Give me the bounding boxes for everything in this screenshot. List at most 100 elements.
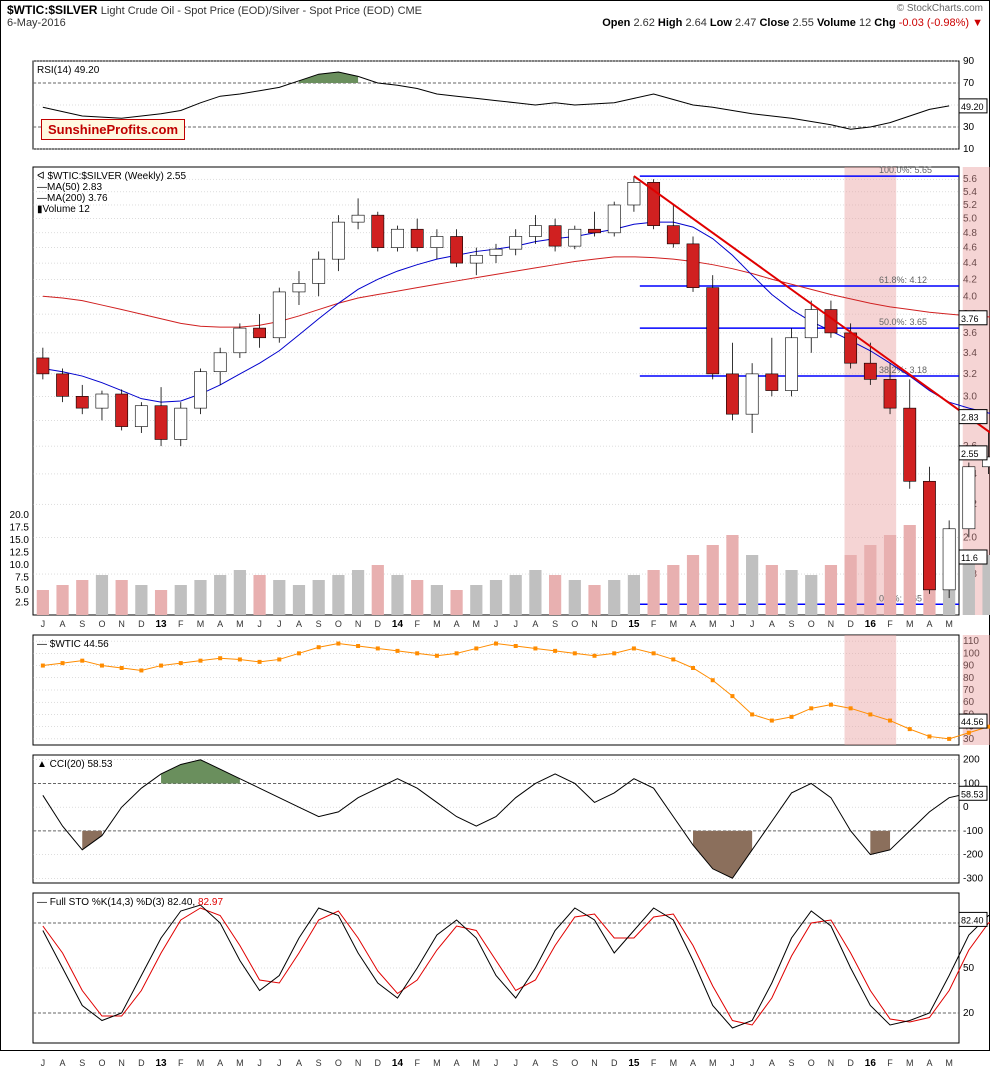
svg-text:—MA(50) 2.83: —MA(50) 2.83 [37,182,102,193]
chart-svg: 1030507090RSI(14) 49.2049.201.82.02.22.4… [1,29,990,1080]
svg-text:J: J [750,619,755,629]
svg-text:12.5: 12.5 [10,548,30,559]
svg-text:7.5: 7.5 [15,573,29,584]
svg-text:F: F [651,619,657,629]
svg-text:A: A [296,1058,302,1068]
svg-text:10.0: 10.0 [10,560,30,571]
svg-text:D: D [138,1058,145,1068]
svg-text:J: J [730,619,735,629]
svg-text:J: J [277,1058,282,1068]
svg-text:100.0%: 5.65: 100.0%: 5.65 [879,165,932,175]
svg-text:-200: -200 [963,850,983,861]
svg-text:F: F [414,1058,420,1068]
svg-text:▮Volume 12: ▮Volume 12 [37,204,90,215]
svg-text:M: M [433,619,441,629]
svg-text:14: 14 [392,619,404,630]
svg-text:J: J [41,619,46,629]
svg-text:A: A [60,619,66,629]
svg-text:D: D [847,619,854,629]
svg-text:RSI(14) 49.20: RSI(14) 49.20 [37,65,100,76]
svg-text:J: J [730,1058,735,1068]
svg-text:50.0%: 3.65: 50.0%: 3.65 [879,317,927,327]
svg-text:30: 30 [963,122,975,133]
svg-text:F: F [414,619,420,629]
svg-text:J: J [257,619,262,629]
svg-text:O: O [808,619,815,629]
svg-text:A: A [769,619,775,629]
svg-text:M: M [473,1058,481,1068]
svg-text:— Full STO %K(14,3) %D(3) 82.4: — Full STO %K(14,3) %D(3) 82.40, 82.97 [37,897,223,908]
svg-text:-100: -100 [963,826,983,837]
svg-text:13: 13 [156,619,168,630]
svg-text:S: S [79,1058,85,1068]
svg-text:M: M [236,1058,244,1068]
svg-text:N: N [591,1058,598,1068]
svg-text:A: A [690,619,696,629]
svg-text:17.5: 17.5 [10,523,30,534]
svg-text:D: D [375,1058,382,1068]
svg-text:61.8%: 4.12: 61.8%: 4.12 [879,275,927,285]
svg-text:A: A [60,1058,66,1068]
svg-text:D: D [375,619,382,629]
svg-text:O: O [571,619,578,629]
svg-text:J: J [494,1058,499,1068]
svg-text:A: A [926,619,932,629]
svg-text:S: S [789,1058,795,1068]
svg-text:16: 16 [865,1058,877,1069]
svg-text:J: J [41,1058,46,1068]
svg-text:D: D [847,1058,854,1068]
svg-text:J: J [513,619,518,629]
svg-text:M: M [709,619,717,629]
svg-text:O: O [571,1058,578,1068]
svg-text:0: 0 [963,802,969,813]
svg-text:O: O [335,1058,342,1068]
svg-text:70: 70 [963,78,975,89]
svg-text:49.20: 49.20 [961,102,984,112]
svg-text:2.83: 2.83 [961,413,979,423]
svg-text:82.40: 82.40 [961,915,984,925]
svg-text:M: M [197,619,205,629]
svg-text:2.5: 2.5 [15,598,29,609]
ticker-symbol: $WTIC:$SILVER [7,3,97,17]
svg-text:20.0: 20.0 [10,510,30,521]
svg-text:A: A [217,1058,223,1068]
svg-text:N: N [828,1058,835,1068]
svg-text:S: S [789,619,795,629]
svg-text:D: D [138,619,145,629]
svg-text:16: 16 [865,619,877,630]
svg-text:S: S [316,619,322,629]
exchange: CME [398,5,422,17]
svg-text:A: A [454,619,460,629]
svg-text:N: N [355,1058,362,1068]
svg-text:O: O [335,619,342,629]
source-credit: © StockCharts.com [897,3,983,14]
stock-chart-container: { "header": { "symbol": "$WTIC:$SILVER",… [0,0,990,1051]
svg-text:M: M [709,1058,717,1068]
svg-text:M: M [197,1058,205,1068]
svg-text:M: M [473,619,481,629]
svg-text:M: M [433,1058,441,1068]
svg-text:M: M [906,1058,914,1068]
watermark-badge: SunshineProfits.com [41,119,185,140]
svg-text:F: F [178,1058,184,1068]
svg-text:▲ CCI(20) 58.53: ▲ CCI(20) 58.53 [37,759,113,770]
svg-text:15.0: 15.0 [10,535,30,546]
svg-text:A: A [296,619,302,629]
svg-text:200: 200 [963,755,980,766]
svg-text:13: 13 [156,1058,168,1069]
svg-text:M: M [670,619,678,629]
svg-text:10: 10 [963,144,975,155]
svg-text:F: F [178,619,184,629]
chart-header: $WTIC:$SILVER Light Crude Oil - Spot Pri… [1,1,989,29]
svg-text:S: S [552,619,558,629]
svg-text:A: A [454,1058,460,1068]
svg-text:A: A [532,1058,538,1068]
svg-text:S: S [552,1058,558,1068]
svg-text:14: 14 [392,1058,404,1069]
svg-text:20: 20 [963,1008,975,1019]
svg-text:A: A [690,1058,696,1068]
svg-text:M: M [670,1058,678,1068]
svg-text:-300: -300 [963,873,983,884]
svg-text:J: J [513,1058,518,1068]
svg-text:2.55: 2.55 [961,449,979,459]
